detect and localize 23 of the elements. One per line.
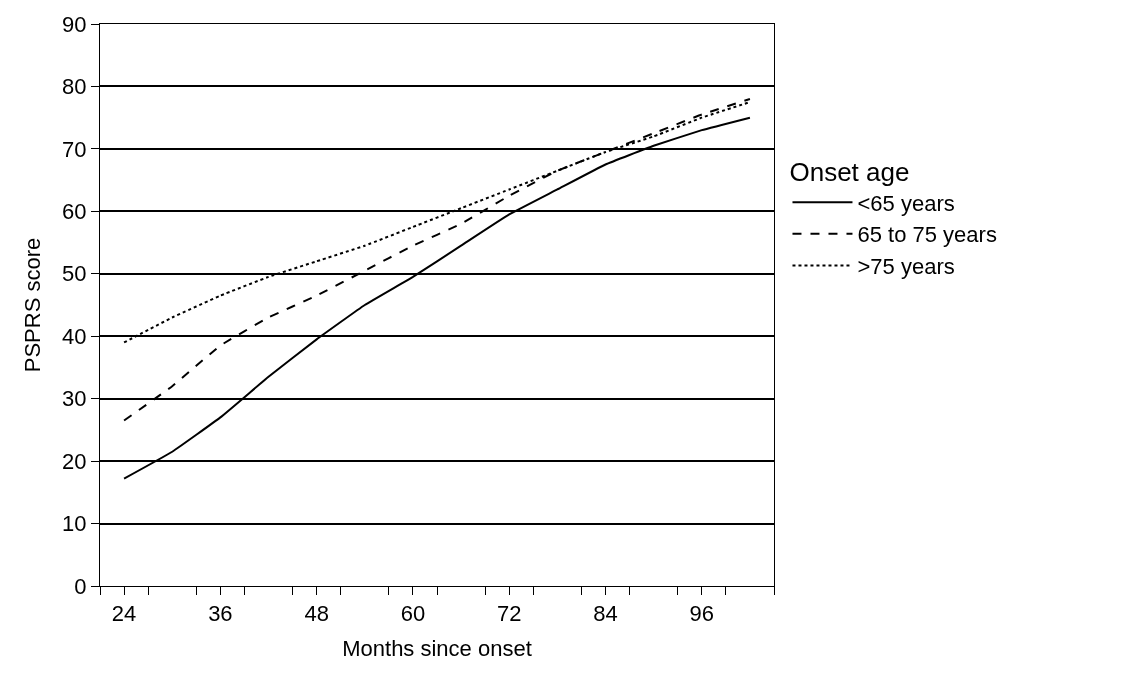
y-tick-label: 30 [62, 386, 87, 412]
y-tick-label: 70 [62, 136, 87, 162]
y-tick-label: 20 [62, 448, 87, 474]
x-tick-label: 72 [496, 601, 522, 627]
y-tick-label: 40 [62, 323, 87, 349]
x-tick-label: 48 [304, 601, 329, 627]
x-axis-title: Months since onset [342, 636, 532, 662]
y-tick-label: 0 [74, 573, 87, 599]
x-tick-label: 96 [689, 601, 715, 627]
y-tick-label: 10 [62, 511, 87, 537]
x-tick-label: 84 [593, 601, 618, 627]
y-tick-label: 60 [62, 199, 87, 225]
x-tick-label: 24 [111, 601, 137, 627]
y-tick-label: 80 [62, 74, 87, 100]
x-tick-label: 36 [208, 601, 233, 627]
legend-label: >75 years [857, 254, 955, 280]
legend-title: Onset age [789, 157, 910, 188]
legend-label: 65 to 75 years [857, 222, 997, 248]
legend-label: <65 years [857, 190, 955, 216]
y-axis-title: PSPRS score [19, 237, 45, 373]
x-tick-label: 60 [400, 601, 426, 627]
y-tick-label: 50 [62, 261, 87, 287]
y-tick-label: 90 [62, 11, 87, 37]
